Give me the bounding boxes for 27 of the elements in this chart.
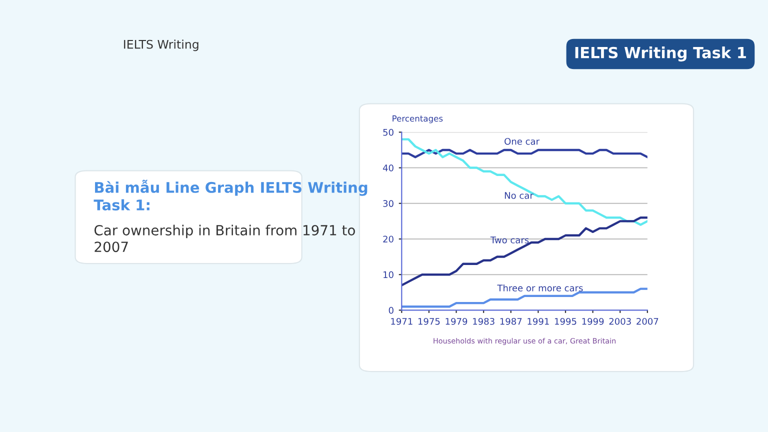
x-tick-label: 1999 <box>582 318 604 325</box>
text: Car ownership in Britain from 1971 to 2007 <box>94 224 355 252</box>
series-label: One car <box>504 138 540 145</box>
x-tick-label: 2003 <box>609 318 631 325</box>
x-tick-label: 2007 <box>636 318 658 325</box>
text: IELTS Writing Task 1 <box>575 46 746 62</box>
line-series <box>402 216 648 286</box>
y-tick-label: 10 <box>384 271 394 278</box>
y-tick-label: 0 <box>388 306 394 314</box>
x-tick-label: 1979 <box>446 318 468 325</box>
x-tick-label: 1995 <box>555 318 576 325</box>
y-tick-label: 40 <box>382 164 394 172</box>
y-tick-label: 20 <box>383 236 394 243</box>
y-tick-label: 30 <box>383 200 394 207</box>
x-tick-label: 1971 <box>391 318 412 325</box>
series-label: Two cars <box>490 236 529 244</box>
text: IELTS Writing <box>124 40 198 52</box>
x-tick-label: 1983 <box>473 318 494 325</box>
y-tick-label: 50 <box>383 128 394 136</box>
series-label: Three or more cars <box>497 284 583 292</box>
y-axis-title: Percentages <box>392 115 443 124</box>
series-label: No car <box>504 192 534 199</box>
line-series <box>402 138 648 226</box>
x-tick-label: 1991 <box>528 318 549 325</box>
x-tick-label: 1987 <box>500 318 522 325</box>
text: Bài mẫu Line Graph IELTS Writing Task 1: <box>94 180 368 210</box>
x-tick-label: 1975 <box>418 318 440 325</box>
